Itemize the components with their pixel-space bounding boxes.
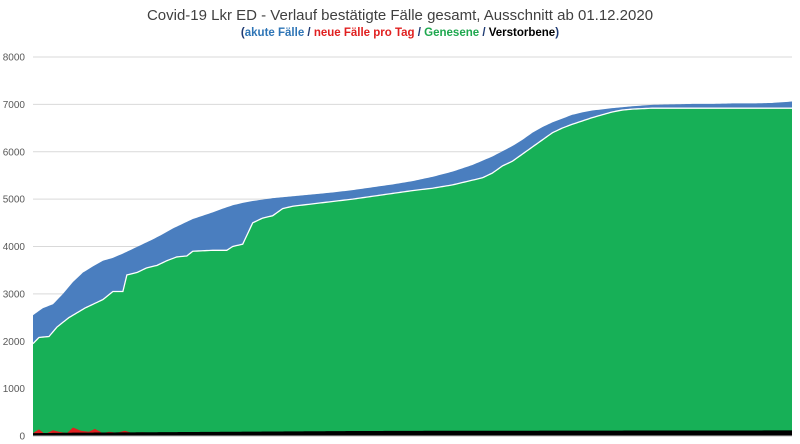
y-tick-label: 6000 — [3, 147, 26, 158]
series-verstorbene-area — [33, 430, 792, 436]
legend-entry-0: akute Fälle — [244, 27, 305, 39]
subtitle-open-paren: ( — [240, 27, 245, 39]
y-tick-label: 3000 — [3, 289, 26, 300]
y-tick-label: 7000 — [3, 100, 26, 111]
y-tick-label: 4000 — [3, 242, 26, 253]
legend-entry-1: neue Fälle pro Tag — [313, 27, 415, 39]
y-tick-label: 1000 — [3, 384, 26, 395]
legend-entry-3: Verstorbene — [488, 27, 556, 39]
subtitle-separator: / — [414, 27, 425, 39]
chart-subtitle: (akute Fälle / neue Fälle pro Tag / Gene… — [0, 27, 800, 39]
y-tick-label: 5000 — [3, 195, 26, 206]
series-genesene-area — [33, 108, 792, 437]
legend-entry-2: Genesene — [424, 27, 480, 39]
chart-title: Covid-19 Lkr ED - Verlauf bestätigte Fäl… — [146, 7, 654, 24]
subtitle-close-paren: ) — [555, 27, 560, 39]
y-tick-label: 2000 — [3, 337, 26, 348]
y-tick-label: 0 — [19, 432, 25, 443]
subtitle-separator: / — [304, 27, 314, 39]
y-tick-label: 8000 — [3, 53, 26, 64]
subtitle-separator: / — [479, 27, 489, 39]
y-axis-ticks: 0 1000 2000 3000 4000 5000 6000 7000 8000 — [3, 53, 26, 443]
series-genesene-edge-line — [32, 107, 792, 345]
